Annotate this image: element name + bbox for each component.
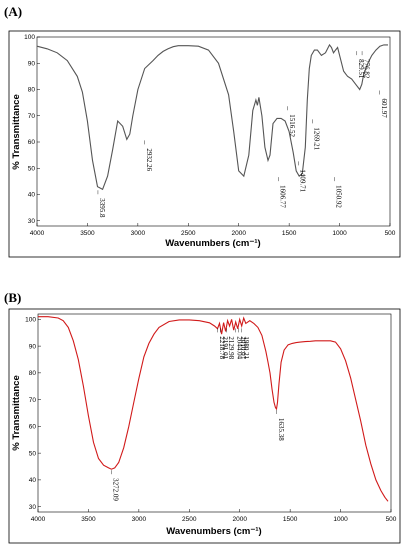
y-tick-label: 50 (28, 165, 36, 172)
y-tick-label: 70 (28, 113, 36, 120)
peak-label: 2044.04 (236, 336, 244, 359)
y-tick-label: 60 (29, 424, 37, 431)
x-tick-label: 2000 (232, 516, 247, 523)
panel-b-frame (8, 308, 401, 544)
y-tick-label: 30 (29, 504, 37, 511)
panel-a-peak-labels: 3395.8 2932.26 1606.77 1516.52 1409.71 1269.2… (97, 51, 388, 218)
peak-label: 2129.98 (227, 336, 235, 359)
y-tick-label: 70 (29, 397, 37, 404)
x-tick-label: 500 (385, 230, 396, 237)
y-tick-label: 60 (28, 139, 36, 146)
panel-b-x-axis-title: Wavenumbers (cm⁻¹) (166, 526, 261, 537)
peak-label: 2218.78 (218, 336, 226, 359)
x-tick-label: 1500 (282, 230, 297, 237)
peak-label: 1050.92 (335, 185, 343, 208)
peak-label: 2932.26 (145, 148, 153, 171)
x-tick-label: 500 (386, 516, 397, 523)
peak-label: 1980.21 (242, 336, 250, 359)
peak-label: 829.51 (357, 59, 365, 79)
y-tick-label: 90 (29, 343, 37, 350)
peak-label: 1635.38 (277, 418, 285, 441)
peak-label: 776.82 (362, 59, 370, 79)
panel-a-y-axis-title: % Transmittance (11, 94, 22, 170)
y-tick-label: 80 (28, 87, 36, 94)
panel-a-y-ticks: 100 90 80 70 60 50 40 30 (24, 34, 40, 225)
peak-label: 601.97 (380, 99, 388, 119)
peak-label: 3272.09 (112, 478, 120, 501)
y-tick-label: 80 (29, 370, 37, 377)
peak-label: 3395.8 (98, 198, 106, 218)
x-tick-label: 2500 (182, 516, 197, 523)
x-tick-label: 4000 (31, 516, 46, 523)
y-tick-label: 30 (28, 218, 36, 225)
panel-b-series-line (38, 316, 389, 502)
panel-b-x-ticks: 4000 3500 3000 2500 2000 1500 1000 500 (31, 509, 397, 523)
panel-a-label: (A) (4, 4, 22, 19)
y-tick-label: 100 (25, 317, 36, 324)
x-tick-label: 1500 (283, 516, 298, 523)
x-tick-label: 1000 (333, 516, 348, 523)
x-tick-label: 3500 (81, 516, 96, 523)
panel-a-x-ticks: 4000 3500 3000 2500 2000 1500 1000 500 (30, 223, 396, 237)
x-tick-label: 3000 (131, 230, 146, 237)
panel-b-y-ticks: 100 90 80 70 60 50 40 30 (25, 317, 41, 511)
x-tick-label: 2000 (231, 230, 246, 237)
peak-label: 1606.77 (279, 185, 287, 208)
peak-label: 2010.07 (239, 336, 247, 359)
y-tick-label: 90 (28, 60, 36, 67)
panel-a-x-axis-title: Wavenumbers (cm⁻¹) (165, 238, 260, 249)
y-tick-label: 50 (29, 450, 37, 457)
panel-b-label: (B) (4, 290, 21, 305)
peak-label: 1516.52 (288, 114, 296, 137)
panel-b-plot-area (37, 313, 392, 513)
x-tick-label: 4000 (30, 230, 45, 237)
x-tick-label: 3000 (132, 516, 147, 523)
x-tick-label: 2500 (181, 230, 196, 237)
panel-a: (A) 100 90 80 70 60 50 40 30 4000 3500 3000 2500 20… (4, 4, 401, 258)
peak-label: 1269.21 (313, 127, 321, 150)
y-tick-label: 40 (28, 192, 36, 199)
x-tick-label: 1000 (332, 230, 347, 237)
panel-a-frame (8, 30, 401, 258)
panel-b-y-axis-title: % Transmittance (11, 375, 22, 451)
y-tick-label: 40 (29, 477, 37, 484)
peak-label: 1409.71 (299, 169, 307, 192)
panel-b: (B) 100 90 80 70 60 50 40 30 4000 3500 3000 2500 20… (4, 290, 401, 544)
panel-a-series-line (36, 43, 388, 191)
x-tick-label: 3500 (80, 230, 95, 237)
y-tick-label: 100 (24, 34, 35, 41)
panel-a-plot-area (36, 36, 391, 227)
peak-label: 2191.01 (221, 336, 229, 359)
